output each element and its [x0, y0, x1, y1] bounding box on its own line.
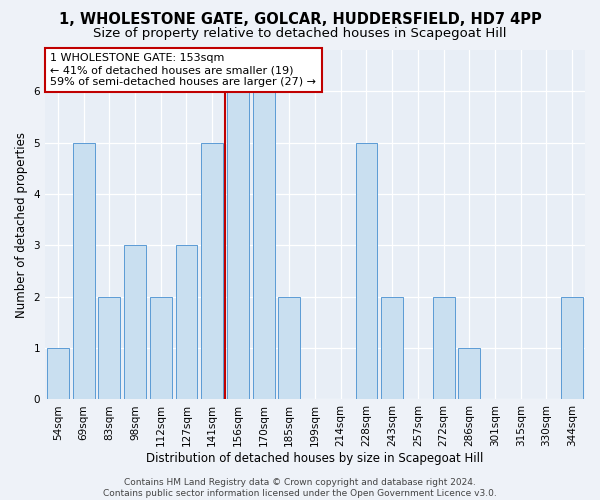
Bar	[98, 296, 120, 400]
Bar	[47, 348, 69, 400]
Bar	[433, 296, 455, 400]
Bar	[356, 142, 377, 400]
Bar	[176, 246, 197, 400]
Y-axis label: Number of detached properties: Number of detached properties	[15, 132, 28, 318]
Text: Contains HM Land Registry data © Crown copyright and database right 2024.
Contai: Contains HM Land Registry data © Crown c…	[103, 478, 497, 498]
Text: Size of property relative to detached houses in Scapegoat Hill: Size of property relative to detached ho…	[93, 28, 507, 40]
Bar	[278, 296, 300, 400]
Bar	[381, 296, 403, 400]
Text: 1, WHOLESTONE GATE, GOLCAR, HUDDERSFIELD, HD7 4PP: 1, WHOLESTONE GATE, GOLCAR, HUDDERSFIELD…	[59, 12, 541, 28]
Bar	[124, 246, 146, 400]
Bar	[458, 348, 480, 400]
Bar	[201, 142, 223, 400]
Bar	[561, 296, 583, 400]
Bar	[253, 91, 275, 400]
Text: 1 WHOLESTONE GATE: 153sqm
← 41% of detached houses are smaller (19)
59% of semi-: 1 WHOLESTONE GATE: 153sqm ← 41% of detac…	[50, 54, 316, 86]
Bar	[150, 296, 172, 400]
Bar	[73, 142, 95, 400]
Bar	[227, 91, 249, 400]
X-axis label: Distribution of detached houses by size in Scapegoat Hill: Distribution of detached houses by size …	[146, 452, 484, 465]
